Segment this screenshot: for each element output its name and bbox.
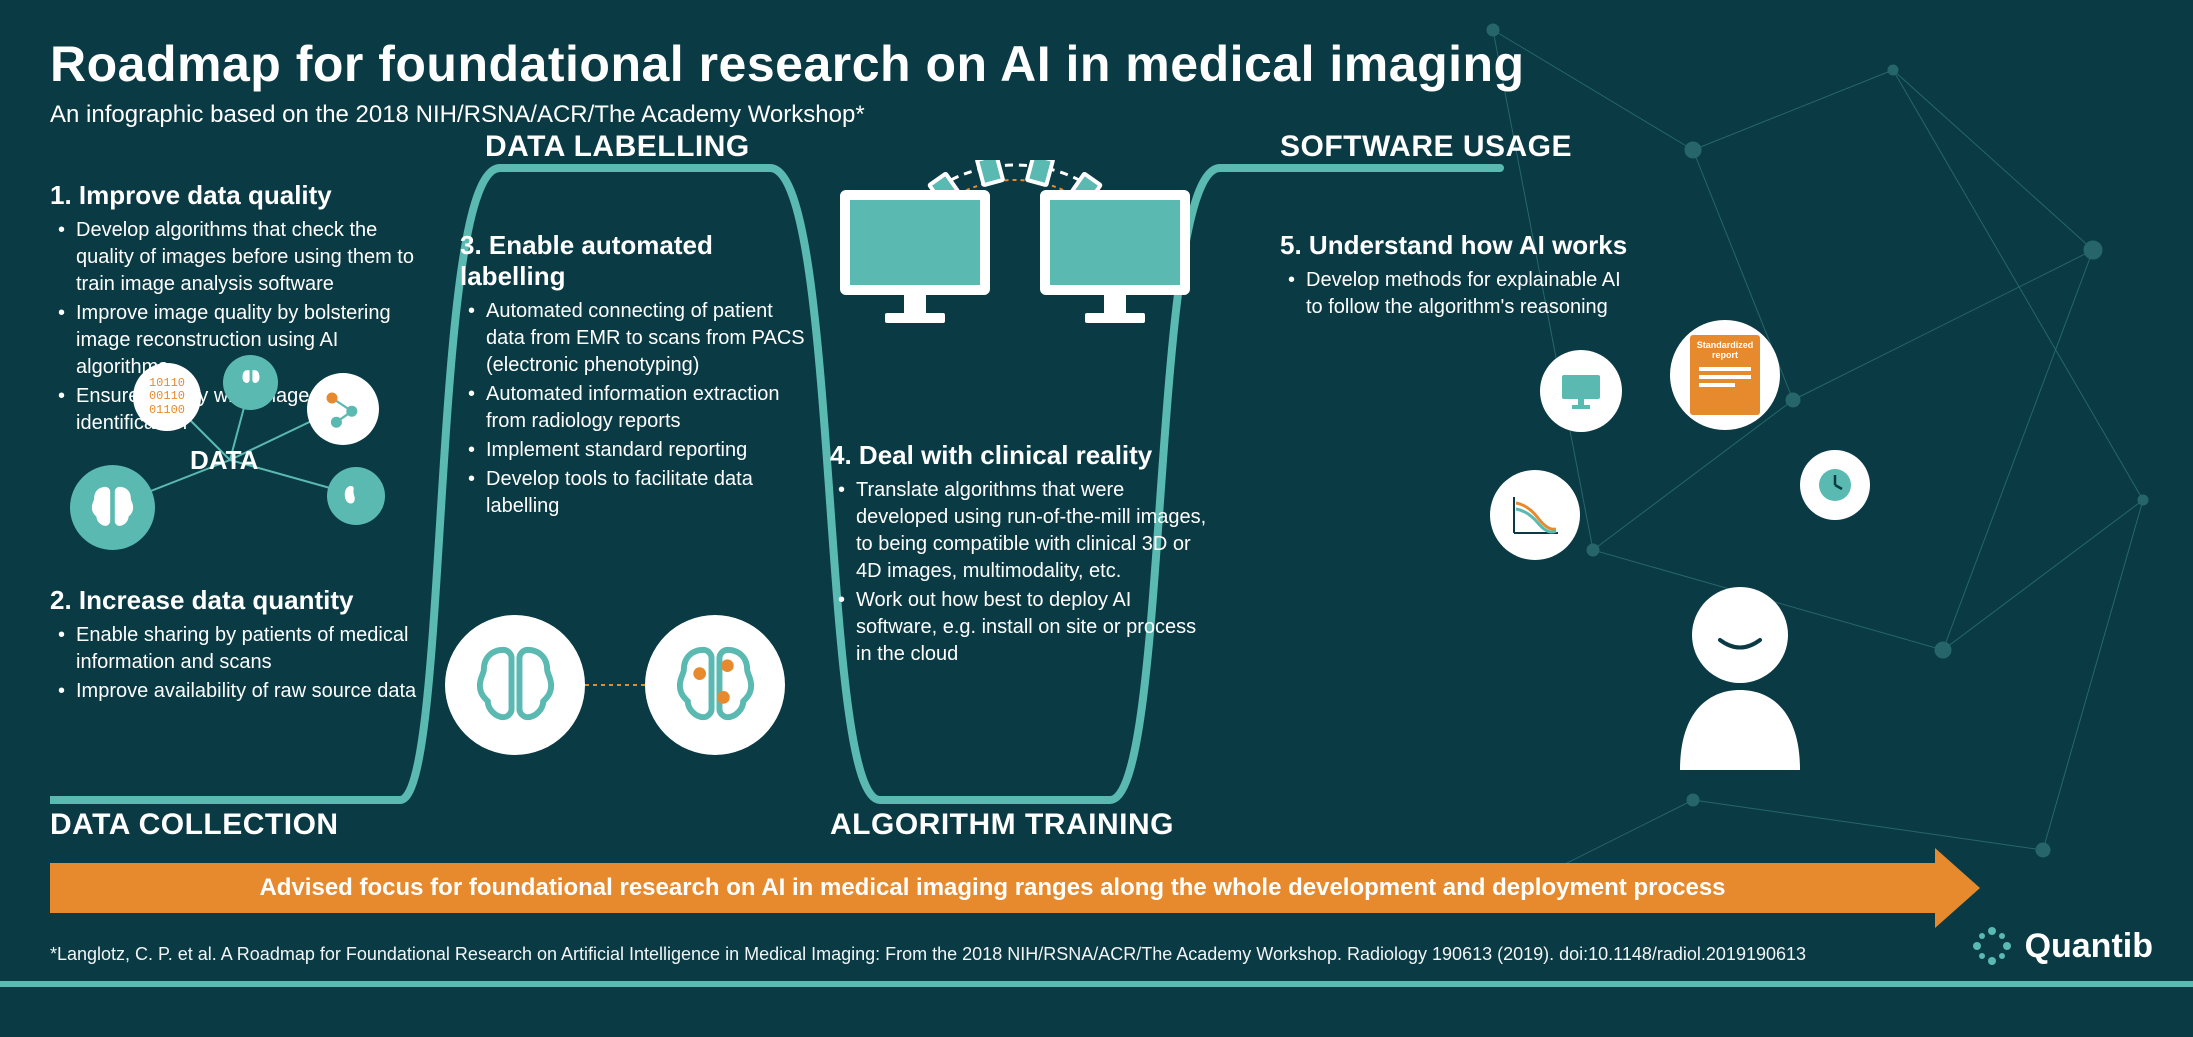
quantib-mark-icon xyxy=(1971,925,2013,967)
section-2-bullet: Improve availability of raw source data xyxy=(54,678,430,705)
section-2-num: 2. xyxy=(50,585,72,615)
section-5-title: Understand how AI works xyxy=(1309,230,1627,260)
small-monitor-icon xyxy=(1540,350,1622,432)
section-4-title: Deal with clinical reality xyxy=(859,440,1152,470)
section-2-bullet: Enable sharing by patients of medical in… xyxy=(54,622,430,676)
section-2-title: Increase data quantity xyxy=(79,585,354,615)
section-3-bullet: Automated information extraction from ra… xyxy=(464,381,810,435)
section-2: 2. Increase data quantity Enable sharing… xyxy=(50,585,430,707)
chart-icon xyxy=(1490,470,1580,560)
lungs-icon xyxy=(223,355,278,410)
stage-algorithm-training: ALGORITHM TRAINING xyxy=(830,808,1174,842)
data-label: DATA xyxy=(190,445,258,476)
section-4: 4. Deal with clinical reality Translate … xyxy=(830,440,1210,670)
section-4-num: 4. xyxy=(830,440,852,470)
section-3-title: Enable automated labelling xyxy=(460,230,713,291)
monitor-left-icon xyxy=(840,190,990,323)
data-cluster-icon: 10110 00110 01100 DATA xyxy=(55,355,415,565)
bottom-border xyxy=(0,981,2193,987)
quantib-text: Quantib xyxy=(2025,927,2153,966)
section-5: 5. Understand how AI works Develop metho… xyxy=(1280,230,1630,323)
focus-arrow: Advised focus for foundational research … xyxy=(50,863,1980,913)
section-3: 3. Enable automated labelling Automated … xyxy=(460,230,810,522)
section-4-bullet: Work out how best to deploy AI software,… xyxy=(834,587,1210,668)
section-3-bullet: Automated connecting of patient data fro… xyxy=(464,298,810,379)
kidney-icon xyxy=(327,467,385,525)
brain-icon xyxy=(70,465,155,550)
section-1-bullet: Develop algorithms that check the qualit… xyxy=(54,217,430,298)
stage-data-labelling: DATA LABELLING xyxy=(485,130,750,164)
clock-icon xyxy=(1800,450,1870,520)
header: Roadmap for foundational research on AI … xyxy=(50,35,1525,129)
quantib-logo: Quantib xyxy=(1971,925,2153,967)
thought-cluster-icon: Standardized report xyxy=(1530,320,1950,770)
section-5-num: 5. xyxy=(1280,230,1302,260)
monitors-icon xyxy=(830,190,1200,420)
brain-pair-icon xyxy=(445,610,785,760)
binary-icon: 10110 00110 01100 xyxy=(133,363,201,431)
footnote: *Langlotz, C. P. et al. A Roadmap for Fo… xyxy=(50,944,1806,965)
section-1-title: Improve data quality xyxy=(79,180,332,210)
brain-connector-icon xyxy=(585,680,645,690)
stage-data-collection: DATA COLLECTION xyxy=(50,808,339,842)
section-5-bullet: Develop methods for explainable AI to fo… xyxy=(1284,267,1630,321)
arrow-text: Advised focus for foundational research … xyxy=(50,863,1935,913)
report-icon: Standardized report xyxy=(1670,320,1780,430)
stage-software-usage: SOFTWARE USAGE xyxy=(1280,130,1572,164)
brain-left-icon xyxy=(445,615,585,755)
section-3-bullet: Implement standard reporting xyxy=(464,437,810,464)
monitor-right-icon xyxy=(1040,190,1190,323)
section-3-bullet: Develop tools to facilitate data labelli… xyxy=(464,466,810,520)
section-1-num: 1. xyxy=(50,180,72,210)
page-title: Roadmap for foundational research on AI … xyxy=(50,35,1525,93)
molecule-icon xyxy=(307,373,379,445)
section-3-num: 3. xyxy=(460,230,482,260)
brain-right-icon xyxy=(645,615,785,755)
page-subtitle: An infographic based on the 2018 NIH/RSN… xyxy=(50,101,1525,129)
person-icon xyxy=(1660,580,1820,770)
section-4-bullet: Translate algorithms that were developed… xyxy=(834,477,1210,585)
